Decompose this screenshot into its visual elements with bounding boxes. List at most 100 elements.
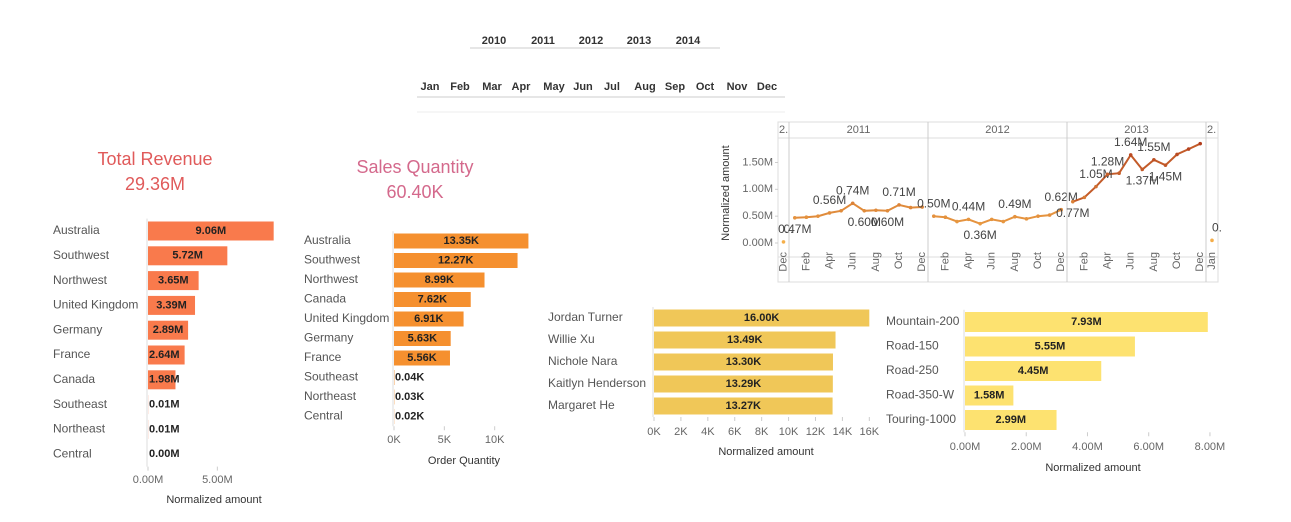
point: [1117, 171, 1121, 176]
value-label: 0.71M: [882, 185, 915, 199]
x-tick-label: Jun: [1125, 252, 1137, 270]
point: [1094, 184, 1098, 189]
month-filter[interactable]: Mar: [482, 81, 502, 93]
category-label: Germany: [53, 322, 102, 336]
x-tick-label: Feb: [1078, 252, 1090, 271]
point: [1152, 157, 1156, 162]
month-filter[interactable]: Jun: [573, 81, 593, 93]
x-tick-label: Dec: [1194, 252, 1206, 272]
value-label: 13.49K: [727, 334, 763, 346]
month-filter[interactable]: Nov: [727, 81, 749, 93]
value-label: 13.30K: [726, 356, 762, 368]
point: [1105, 172, 1110, 177]
point: [1198, 141, 1203, 146]
point: [850, 201, 855, 206]
bar: [394, 331, 451, 346]
x-tick-label: 4K: [701, 426, 715, 438]
x-tick-label: 10K: [485, 434, 505, 446]
bar: [394, 253, 518, 268]
month-filter[interactable]: Aug: [634, 81, 655, 93]
x-tick-label: 8K: [755, 426, 769, 438]
x-tick-label: Apr: [962, 252, 974, 269]
x-axis-title: Order Quantity: [428, 455, 501, 467]
pane-header: 2.: [779, 124, 788, 136]
year-filter[interactable]: 2011: [531, 35, 555, 47]
value-label: 2.99M: [995, 414, 1026, 426]
x-tick-label: Feb: [939, 252, 951, 271]
line: [1072, 142, 1201, 203]
category-label: Central: [304, 409, 343, 423]
bar: [394, 311, 464, 327]
point: [1210, 238, 1214, 243]
month-filter[interactable]: Dec: [757, 81, 777, 93]
category-label: France: [53, 347, 91, 361]
category-label: Canada: [304, 292, 346, 306]
value-label: 1.28M: [1091, 154, 1124, 168]
x-axis-title: Normalized amount: [718, 446, 813, 458]
point: [1140, 167, 1145, 172]
value-label: 1.05M: [1079, 167, 1112, 181]
bar: [965, 410, 1057, 430]
year-filter[interactable]: 2013: [627, 35, 651, 47]
point: [989, 217, 994, 222]
category-label: Northeast: [53, 422, 106, 436]
bar: [148, 246, 228, 266]
value-label: 0.49M: [998, 197, 1031, 211]
point: [920, 205, 925, 209]
value-label: 13.29K: [726, 378, 762, 390]
x-tick-label: Dec: [916, 252, 928, 272]
bar: [394, 272, 485, 288]
x-tick-label: Aug: [1009, 252, 1021, 272]
category-label: Australia: [304, 233, 351, 247]
category-label: Mountain-200: [886, 314, 960, 328]
x-tick-label: 16K: [860, 426, 880, 438]
value-label: 5.72M: [172, 250, 203, 262]
point: [1036, 214, 1040, 218]
x-tick-label: Feb: [800, 252, 812, 271]
x-tick-label: 5.00M: [202, 474, 233, 486]
bar: [965, 385, 1014, 406]
month-filter[interactable]: Apr: [512, 81, 532, 93]
x-axis-title: Normalized amount: [166, 494, 261, 506]
bar: [654, 331, 836, 349]
bar: [965, 336, 1135, 357]
pane-header: 2011: [847, 124, 871, 136]
point: [1059, 207, 1064, 212]
value-label: 5.56K: [407, 352, 436, 364]
month-filter[interactable]: Oct: [696, 81, 715, 93]
category-label: Central: [53, 446, 92, 460]
y-tick-label: 1.00M: [742, 183, 773, 195]
bar: [394, 292, 471, 307]
x-tick-label: 8.00M: [1195, 441, 1226, 453]
month-filter[interactable]: Sep: [665, 81, 685, 93]
month-filter[interactable]: Feb: [450, 81, 470, 93]
point: [1047, 213, 1052, 217]
value-label: 0.62M: [1045, 190, 1078, 204]
line: [794, 202, 923, 219]
x-tick-label: 5K: [438, 434, 452, 446]
kpi-value: 29.36M: [125, 174, 185, 194]
year-filter[interactable]: 2014: [676, 35, 701, 47]
x-tick-label: 12K: [806, 426, 826, 438]
x-tick-label: Oct: [1171, 252, 1183, 269]
x-tick-label: 2.00M: [1011, 441, 1042, 453]
y-tick-label: 0.50M: [742, 210, 773, 222]
value-label: 16.00K: [744, 312, 780, 324]
month-filter[interactable]: May: [543, 81, 565, 93]
value-label: 1.37M: [1126, 174, 1159, 188]
month-filter[interactable]: Jan: [421, 81, 440, 93]
bar: [148, 271, 199, 291]
value-label: 0.56M: [813, 193, 846, 207]
bar: [654, 309, 870, 327]
x-tick-label: 10K: [779, 426, 799, 438]
year-filter[interactable]: 2010: [482, 35, 506, 47]
value-label: 5.63K: [408, 332, 437, 344]
month-filter[interactable]: Jul: [604, 81, 620, 93]
category-label: Northeast: [304, 389, 357, 403]
x-tick-label: Dec: [1055, 252, 1067, 272]
year-filter[interactable]: 2012: [579, 35, 603, 47]
x-tick-label: 6.00M: [1133, 441, 1164, 453]
bar: [148, 345, 185, 365]
x-tick-label: Jan: [1206, 252, 1218, 270]
